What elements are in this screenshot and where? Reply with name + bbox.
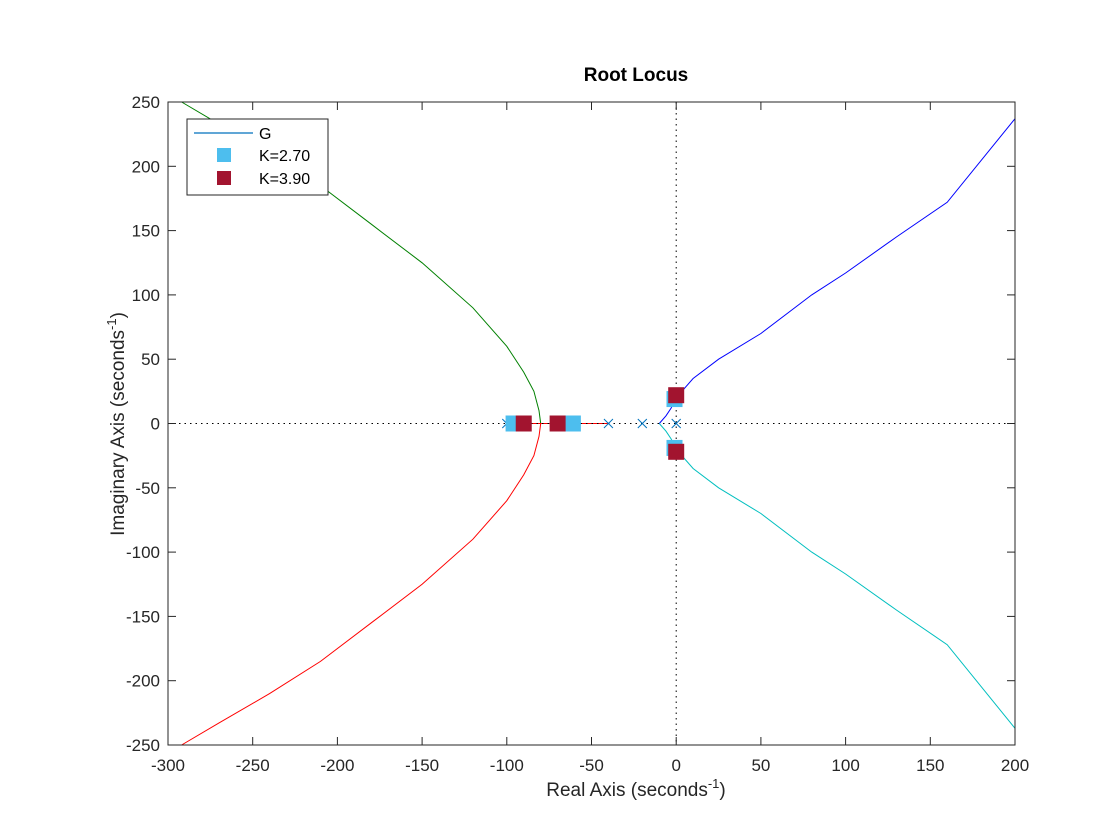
locus-branch-1 bbox=[658, 118, 1016, 424]
y-axis-label-main: Imaginary Axis (seconds bbox=[108, 330, 129, 536]
x-axis-label-end: ) bbox=[719, 780, 725, 801]
legend-label-k390: K=3.90 bbox=[259, 171, 310, 188]
locus-branch-4 bbox=[181, 423, 542, 746]
legend-label-g: G bbox=[259, 126, 271, 143]
y-tick-label: -50 bbox=[135, 479, 160, 498]
x-tick-label: -150 bbox=[405, 756, 439, 775]
gain-marker-2-2 bbox=[549, 415, 566, 432]
x-tick-label: 200 bbox=[1001, 756, 1029, 775]
pole-marker-1 bbox=[671, 418, 682, 429]
legend-square-k390 bbox=[217, 171, 231, 185]
y-tick-label: -150 bbox=[126, 607, 160, 626]
gain-marker-1-2 bbox=[564, 415, 581, 432]
chart-title: Root Locus bbox=[584, 65, 689, 86]
x-tick-label: -250 bbox=[236, 756, 270, 775]
x-axis-label: Real Axis (seconds-1) bbox=[546, 776, 725, 801]
pole-marker-3 bbox=[603, 418, 614, 429]
x-ticks: -300 -250 -200 -150 -100 -50 0 50 100 150 200 bbox=[151, 102, 1029, 775]
x-tick-label: 50 bbox=[751, 756, 770, 775]
zero-lines bbox=[168, 102, 1015, 745]
y-tick-label: -250 bbox=[126, 736, 160, 755]
y-axis-label-end: ) bbox=[108, 312, 129, 318]
legend-box bbox=[186, 118, 329, 196]
x-tick-label: 0 bbox=[671, 756, 680, 775]
x-tick-label: 100 bbox=[831, 756, 859, 775]
gain-markers bbox=[505, 387, 685, 460]
gain-marker-2-3 bbox=[668, 387, 685, 404]
y-axis-label: Imaginary Axis (seconds-1) bbox=[104, 312, 129, 536]
x-axis-label-main: Real Axis (seconds bbox=[546, 780, 708, 801]
x-tick-label: -50 bbox=[579, 756, 604, 775]
pole-marker-2 bbox=[637, 418, 648, 429]
x-axis-label-sup: -1 bbox=[708, 776, 720, 791]
y-tick-label: -200 bbox=[126, 672, 160, 691]
y-tick-label: 0 bbox=[151, 415, 160, 434]
legend: G K=2.70 K=3.90 bbox=[186, 118, 329, 196]
legend-square-k270 bbox=[217, 148, 231, 162]
x-tick-label: -100 bbox=[490, 756, 524, 775]
y-tick-label: 200 bbox=[132, 157, 160, 176]
poles bbox=[501, 418, 682, 429]
y-tick-label: 250 bbox=[132, 93, 160, 112]
gain-marker-2-4 bbox=[668, 443, 685, 460]
y-tick-label: 100 bbox=[132, 286, 160, 305]
x-tick-label: 150 bbox=[916, 756, 944, 775]
legend-label-k270: K=2.70 bbox=[259, 148, 310, 165]
y-ticks: -250 -200 -150 -100 -50 0 50 100 150 200 250 bbox=[126, 93, 1015, 755]
x-tick-label: -200 bbox=[320, 756, 354, 775]
locus-branch-2 bbox=[658, 423, 1016, 729]
gain-marker-2-1 bbox=[515, 415, 532, 432]
x-tick-label: -300 bbox=[151, 756, 185, 775]
y-tick-label: 150 bbox=[132, 222, 160, 241]
y-tick-label: -100 bbox=[126, 543, 160, 562]
y-axis-label-sup: -1 bbox=[104, 318, 119, 330]
y-tick-label: 50 bbox=[141, 350, 160, 369]
